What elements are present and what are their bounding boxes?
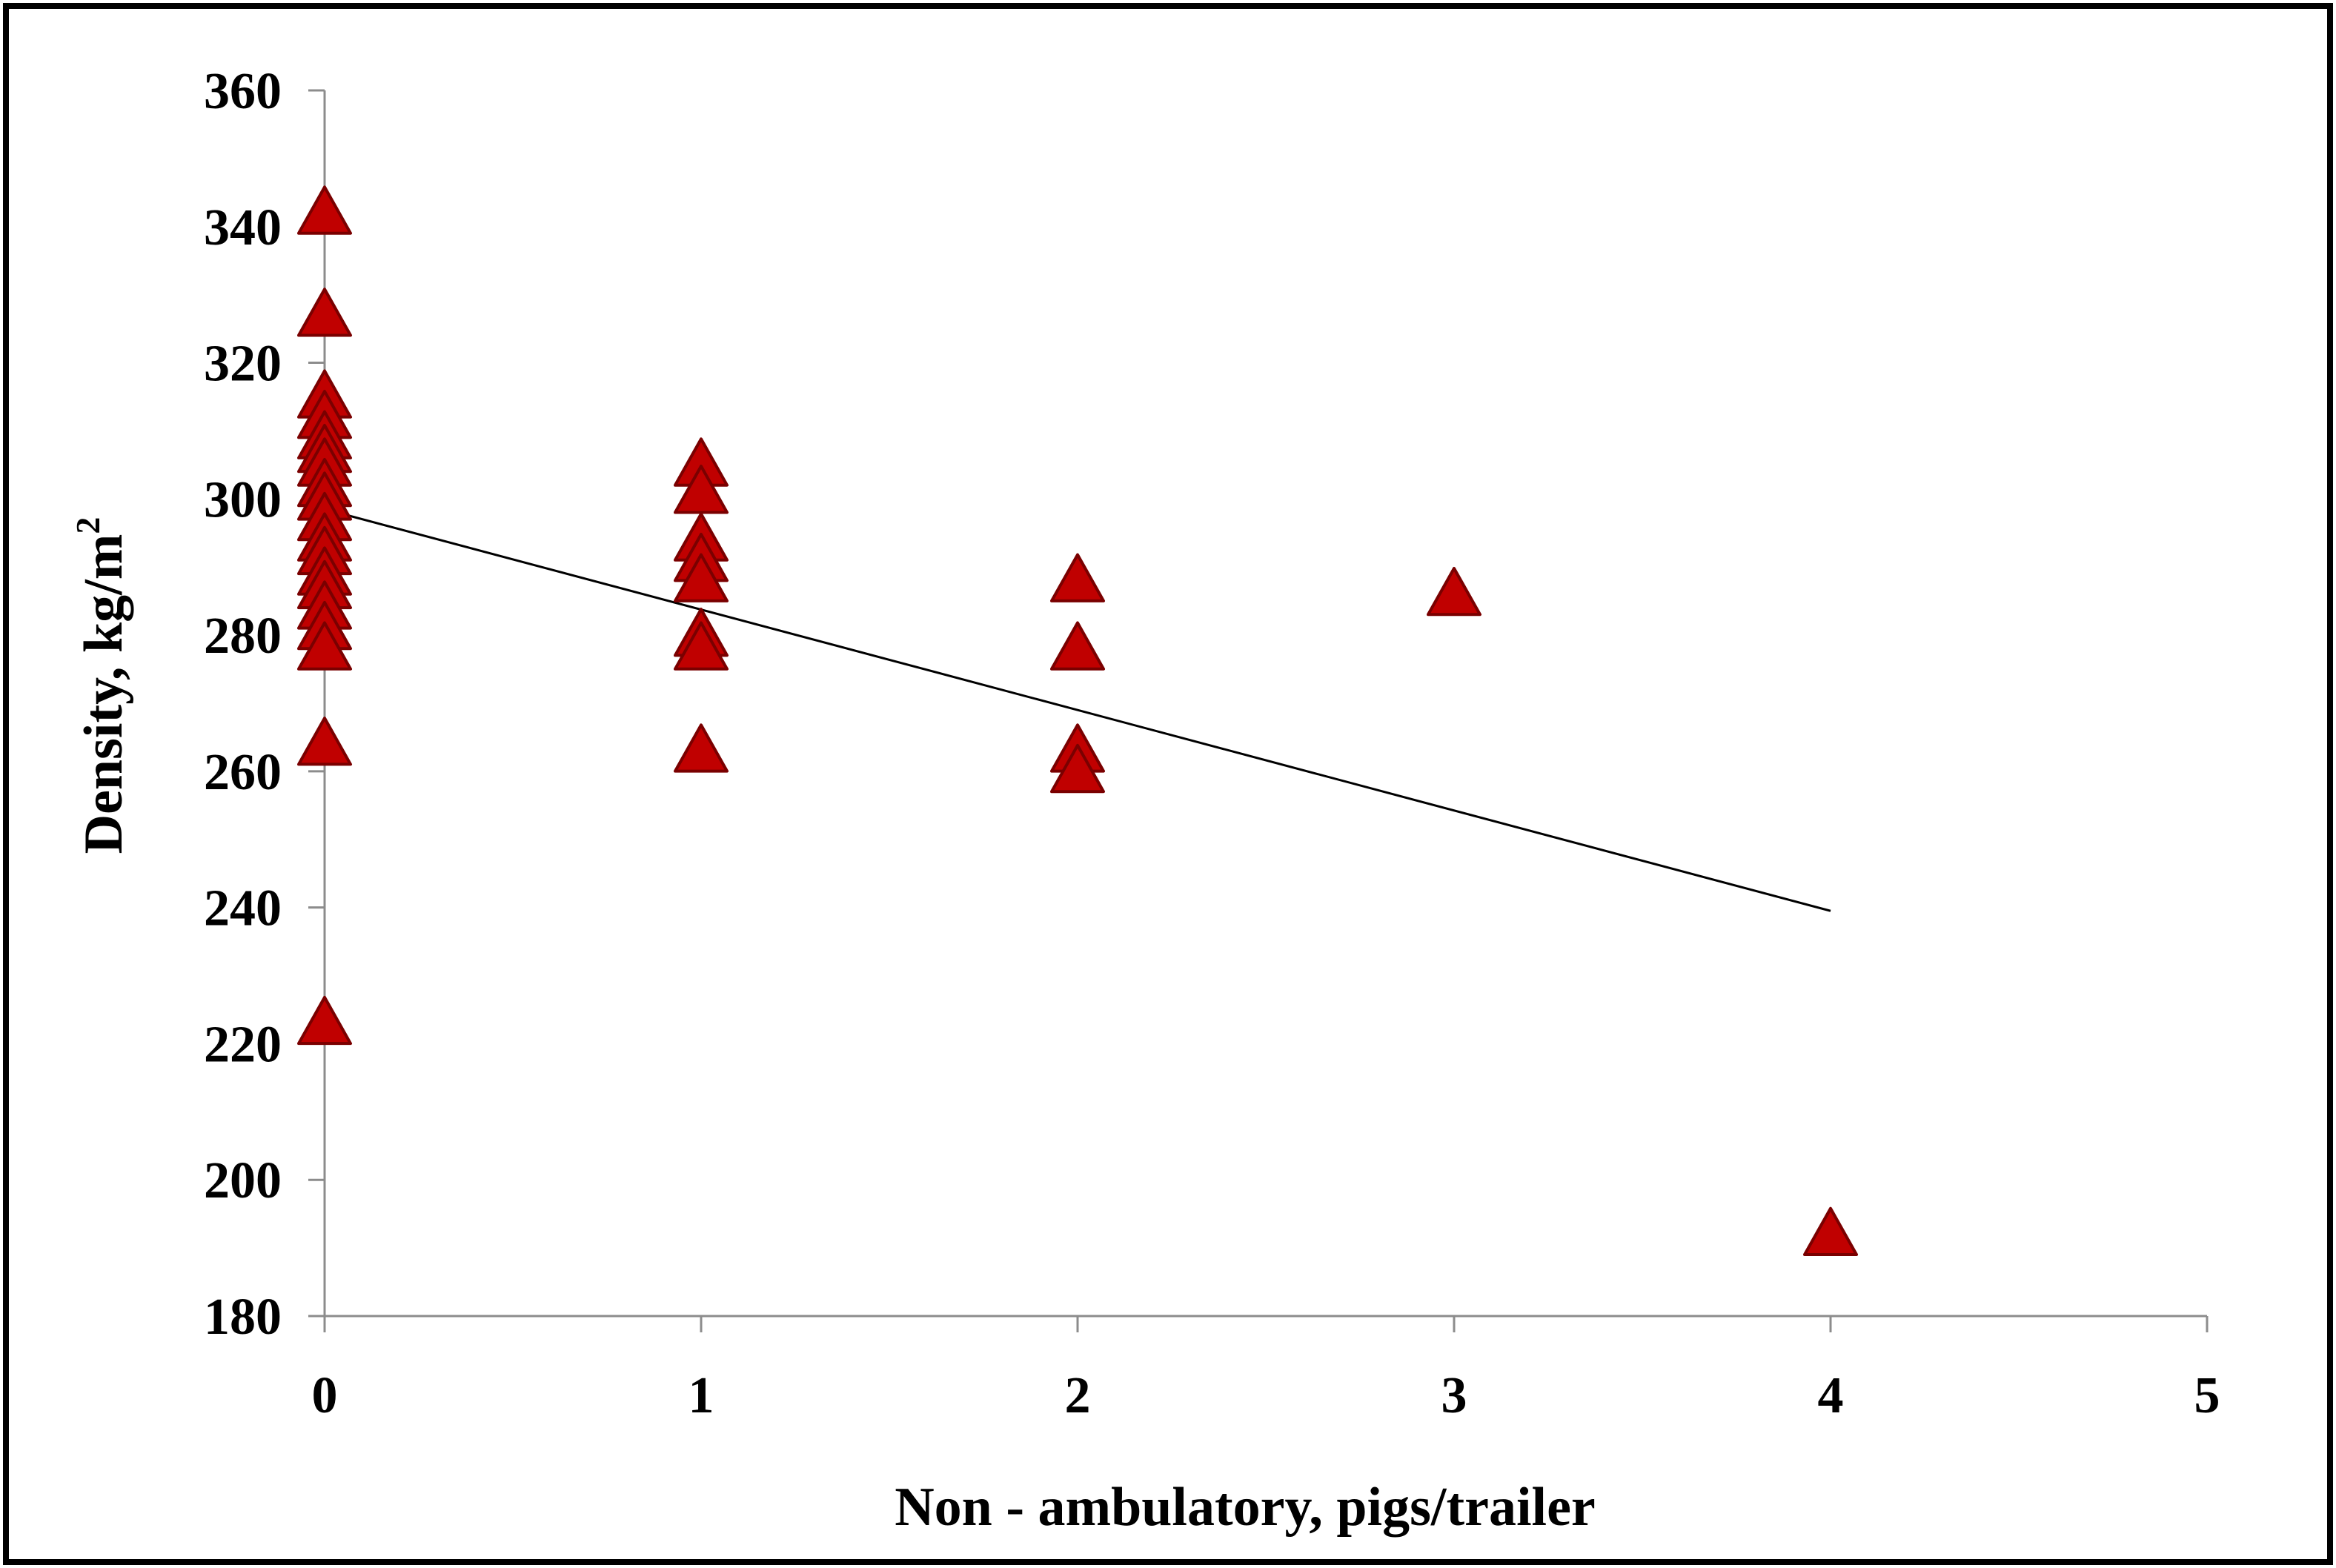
data-point [674,553,729,602]
data-point [1427,566,1481,617]
data-point [297,185,352,235]
y-axis-title: Density, kg/m2 [69,517,134,854]
x-tick-label: 1 [688,1367,714,1424]
trendline-layer [324,508,1831,912]
data-point [1050,743,1105,794]
y-tick-label: 280 [204,608,282,665]
outer-border [3,3,2333,1565]
trendline [324,508,1831,912]
y-axis-title-main: Density, kg/m [73,534,134,854]
y-tick-label: 260 [204,744,282,801]
x-tick-label: 4 [1818,1367,1844,1424]
data-point [674,723,729,773]
y-axis-title-superscript: 2 [69,517,107,534]
data-point [297,621,352,671]
data-point [1050,621,1105,671]
y-tick-label: 360 [204,63,282,120]
y-tick-label: 240 [204,880,282,937]
y-tick-label: 320 [204,336,282,393]
y-tick-label: 180 [204,1289,282,1346]
x-axis-title: Non - ambulatory, pigs/trailer [895,1477,1596,1538]
y-tick-label: 340 [204,199,282,256]
x-tick-label: 5 [2194,1367,2220,1424]
y-tick-label: 200 [204,1152,282,1209]
axes: 180 200 220 240 260 280 300 320 340 360 0 1 2 3 4 5 [204,63,2220,1424]
data-point [674,465,729,514]
labels: Non - ambulatory, pigs/trailer Density, … [69,517,1596,1538]
y-tick-label: 220 [204,1016,282,1073]
data-point [1050,553,1105,602]
data-point [297,717,352,766]
data-point [1803,1206,1858,1257]
data-point [297,995,352,1046]
x-tick-label: 0 [312,1367,338,1424]
data-points [297,185,1858,1257]
y-tick-label: 300 [204,471,282,528]
data-point [297,288,352,337]
data-point [674,621,729,671]
x-tick-label: 2 [1065,1367,1091,1424]
x-tick-label: 3 [1441,1367,1467,1424]
